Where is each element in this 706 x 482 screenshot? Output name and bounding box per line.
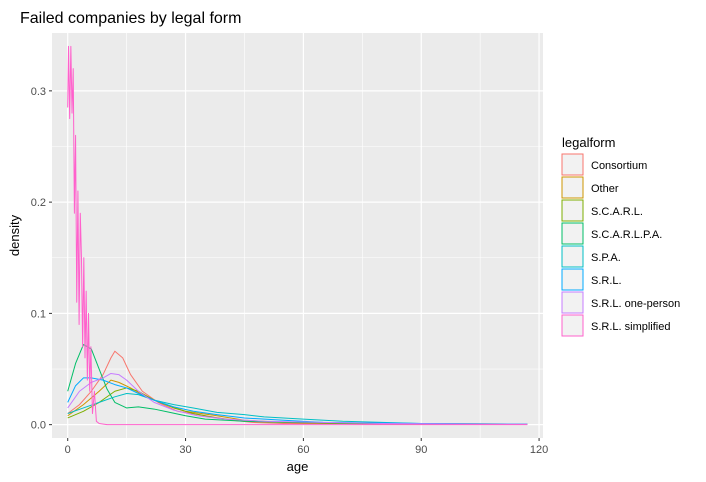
series-lines <box>67 45 528 426</box>
legend-key <box>561 314 584 337</box>
series-line <box>67 350 528 425</box>
legend-key <box>561 268 584 291</box>
y-axis-ticks: 0.0 0.1 0.2 0.3 <box>31 86 52 432</box>
legend-label: S.R.L. <box>591 275 622 287</box>
x-tick-label: 60 <box>297 444 309 456</box>
x-tick-label: 0 <box>65 444 71 456</box>
x-tick-label: 120 <box>530 444 548 456</box>
legend-label: Consortium <box>591 160 647 172</box>
legend-label: S.R.L. one-person <box>591 298 680 310</box>
legend-title: legalform <box>562 135 615 150</box>
plot-panel <box>52 33 543 438</box>
legend-key <box>561 199 584 222</box>
x-axis-title: age <box>287 459 309 474</box>
legend-key <box>561 245 584 268</box>
grid-minor <box>52 33 543 438</box>
legend: legalform Consortium Other S.C.A.R.L. S.C.A… <box>561 135 680 337</box>
chart-title: Failed companies by legal form <box>20 10 241 27</box>
series-line <box>67 372 528 425</box>
y-tick-label: 0.2 <box>31 197 46 209</box>
y-tick-label: 0.0 <box>31 420 46 432</box>
series-line <box>67 45 528 426</box>
y-axis-title: density <box>7 214 22 256</box>
x-axis-ticks: 0 30 60 90 120 <box>65 438 548 456</box>
legend-key <box>561 153 584 176</box>
x-tick-label: 90 <box>415 444 427 456</box>
legend-key <box>561 176 584 199</box>
x-tick-label: 30 <box>179 444 191 456</box>
series-line <box>67 392 528 425</box>
y-tick-label: 0.1 <box>31 308 46 320</box>
legend-key <box>561 222 584 245</box>
legend-key <box>561 291 584 314</box>
legend-label: Other <box>591 183 619 195</box>
legend-label: S.C.A.R.L.P.A. <box>591 229 662 241</box>
legend-label: S.P.A. <box>591 252 621 264</box>
legend-label: S.R.L. simplified <box>591 321 670 333</box>
legend-label: S.C.A.R.L. <box>591 206 643 218</box>
y-tick-label: 0.3 <box>31 86 46 98</box>
